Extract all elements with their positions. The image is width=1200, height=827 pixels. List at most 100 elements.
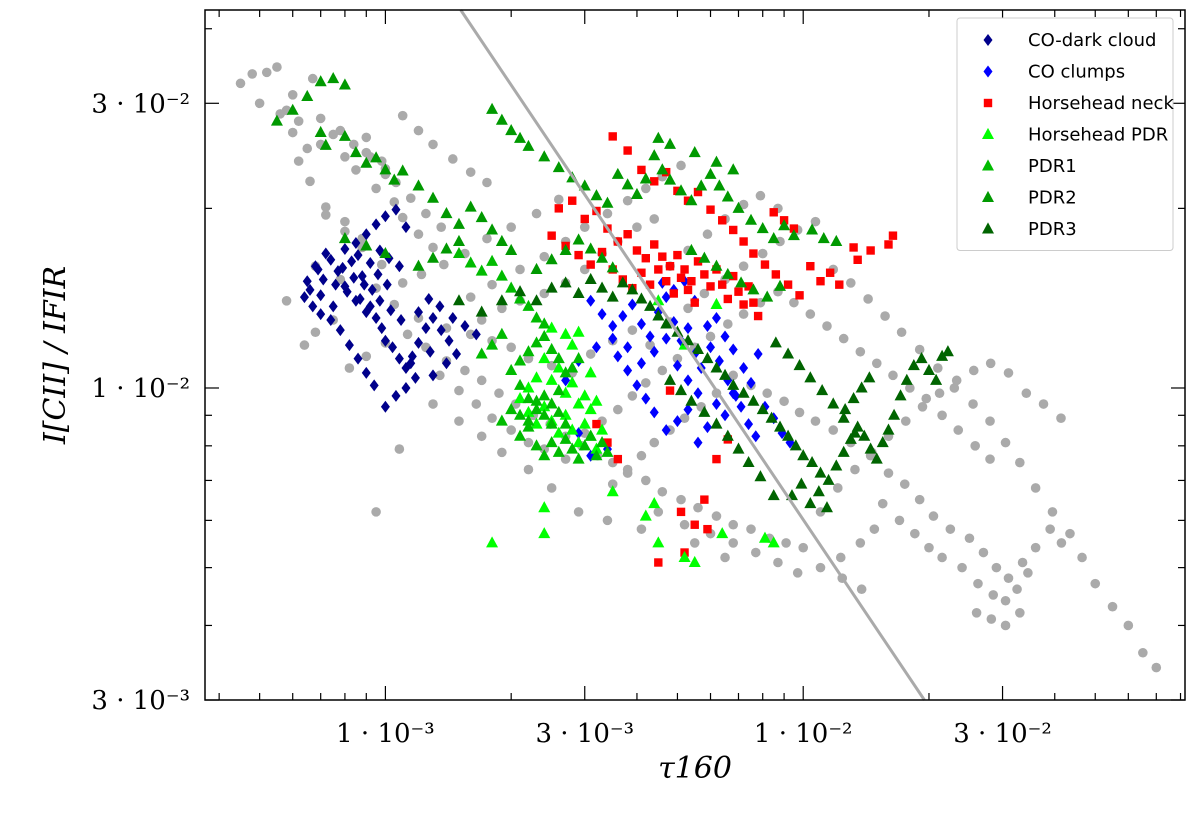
all-pixels-point [794, 407, 805, 418]
all-pixels-point [798, 542, 809, 553]
all-pixels-point [792, 568, 803, 578]
co-dark-cloud-point [371, 312, 381, 325]
horsehead-pdr-point [486, 536, 499, 548]
co-dark-cloud-point [371, 218, 381, 231]
all-pixels-point [894, 515, 905, 526]
all-pixels-point [1000, 595, 1011, 606]
horsehead-neck-point [783, 280, 793, 289]
all-pixels-point [985, 358, 996, 369]
co-dark-cloud-point [435, 300, 445, 313]
all-pixels-point [439, 259, 449, 270]
all-pixels-point [657, 365, 668, 376]
all-pixels-point [846, 278, 856, 288]
co-dark-cloud-point [401, 381, 411, 394]
x-tick-label: 3 · 10⁻² [953, 719, 1052, 749]
horsehead-neck-point [816, 276, 825, 286]
horsehead-neck-point [603, 438, 612, 447]
pdr3-point [789, 439, 802, 451]
pdr2-point [806, 223, 819, 235]
pdr3-point [545, 281, 558, 293]
co-dark-cloud-point [369, 379, 379, 392]
horsehead-neck-point [853, 255, 862, 264]
all-pixels-point [1021, 388, 1032, 399]
series-pdr3 [452, 272, 954, 513]
pdr2-point [314, 125, 327, 138]
all-pixels-point [416, 269, 427, 280]
legend-marker-pdr3 [982, 222, 994, 234]
pdr3-point [691, 342, 704, 355]
all-pixels-point [641, 183, 651, 194]
pdr1-point [514, 429, 527, 441]
horsehead-pdr-point [545, 321, 558, 333]
all-pixels-point [546, 360, 557, 371]
all-pixels-point [968, 399, 978, 409]
horsehead-pdr-point [538, 501, 551, 513]
horsehead-neck-point [700, 270, 709, 279]
all-pixels-point [855, 346, 866, 357]
pdr2-point [545, 253, 558, 265]
all-pixels-point [471, 399, 482, 409]
y-tick-label: 3 · 10⁻² [91, 89, 190, 119]
all-pixels-point [1017, 557, 1028, 568]
all-pixels-point [689, 538, 700, 548]
all-pixels-point [320, 202, 331, 212]
all-pixels-point [728, 538, 739, 548]
all-pixels-point [863, 294, 873, 304]
all-pixels-point [307, 73, 318, 84]
pdr1-point [559, 366, 572, 378]
pdr2-point [656, 163, 669, 175]
all-pixels-point [247, 69, 258, 79]
pdr1-point [522, 414, 535, 426]
all-pixels-point [924, 542, 934, 553]
pdr2-point [464, 200, 477, 212]
pdr2-point [505, 123, 518, 136]
all-pixels-point [914, 344, 925, 355]
pdr3-point [635, 292, 648, 304]
horsehead-neck-point [706, 282, 715, 291]
legend-marker-pdr1 [982, 159, 994, 171]
pdr2-point [552, 161, 565, 173]
pdr1-point [522, 420, 535, 432]
all-pixels-point [287, 89, 298, 100]
all-pixels-point [699, 288, 710, 299]
pdr2-point [270, 114, 283, 126]
horsehead-neck-point [866, 246, 875, 255]
pdr2-point [713, 179, 726, 191]
pdr2-point [379, 163, 392, 175]
pdr2-point [349, 146, 362, 158]
all-pixels-point [579, 222, 590, 232]
all-pixels-point [781, 538, 791, 548]
all-pixels-point [627, 325, 638, 335]
all-pixels-point [454, 385, 464, 396]
all-pixels-point [428, 139, 438, 150]
all-pixels-point [880, 311, 890, 321]
horsehead-neck-point [734, 287, 743, 296]
co-dark-cloud-point [331, 278, 341, 291]
all-pixels-point [1000, 620, 1011, 631]
pdr2-point [664, 173, 677, 185]
all-pixels-point [579, 428, 590, 438]
all-pixels-point [497, 447, 507, 458]
pdr3-point [452, 294, 465, 306]
all-pixels-point [335, 125, 346, 136]
pdr2-point [338, 129, 351, 141]
pdr1-point [559, 417, 572, 429]
all-pixels-point [949, 383, 960, 393]
pdr3-point [754, 470, 767, 482]
all-pixels-point [636, 450, 647, 461]
co-clumps-point [661, 424, 671, 437]
co-dark-cloud-point [308, 300, 318, 313]
pdr3-point [864, 442, 877, 454]
horsehead-neck-point [825, 268, 835, 277]
horsehead-neck-point [729, 225, 738, 235]
all-pixels-point [436, 222, 446, 232]
pdr2-point [745, 213, 758, 225]
co-clumps-point [683, 322, 693, 335]
horsehead-neck-point [690, 298, 699, 307]
series-horsehead-pdr [486, 294, 780, 567]
all-pixels-point [810, 416, 821, 426]
all-pixels-point [340, 152, 350, 162]
pdr3-point [848, 426, 861, 438]
pdr3-point [765, 411, 778, 423]
co-clumps-point [736, 400, 746, 413]
